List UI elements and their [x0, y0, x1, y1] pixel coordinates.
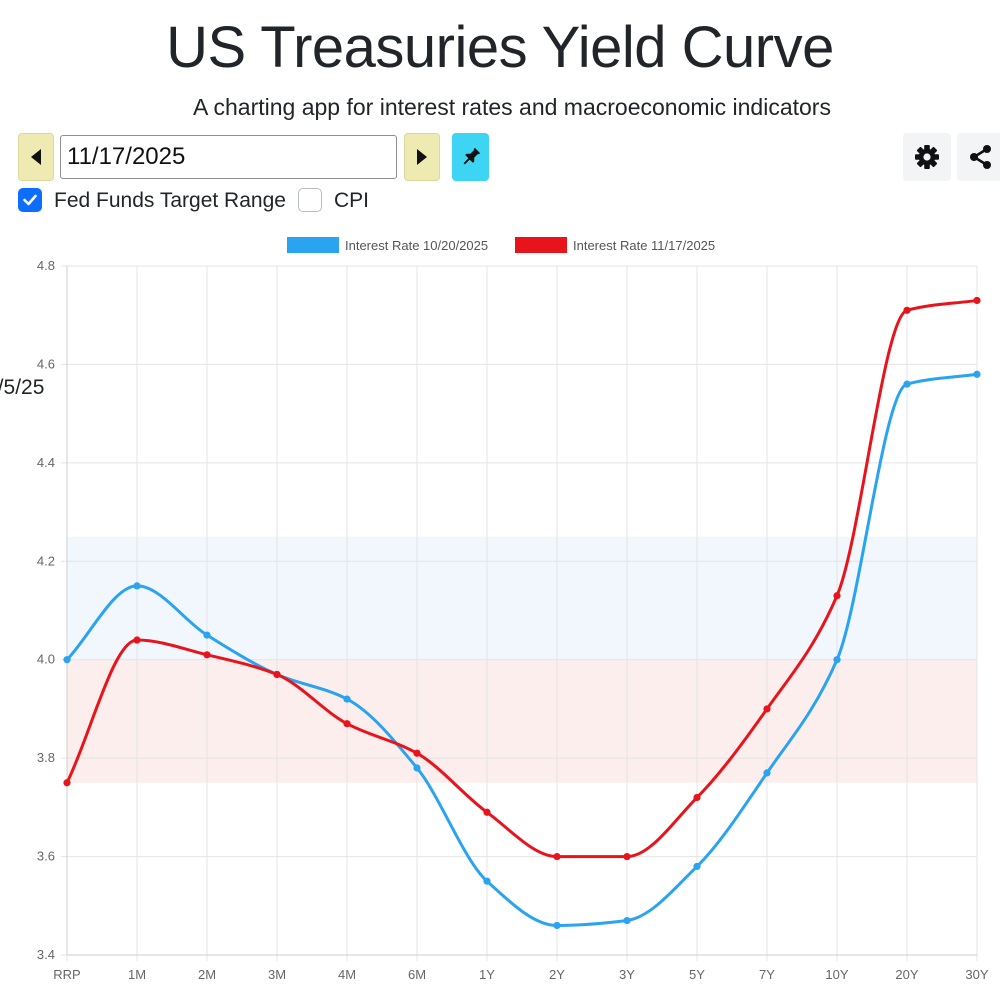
- data-point-series-2: [763, 705, 771, 713]
- y-tick-label: 4.2: [37, 553, 55, 568]
- data-point-series-2: [413, 749, 421, 757]
- data-point-series-2: [903, 306, 911, 314]
- data-point-series-2: [343, 720, 351, 728]
- page-subtitle: A charting app for interest rates and ma…: [193, 94, 831, 120]
- checkmark-icon: [23, 194, 37, 206]
- yield-curve-chart: 4.8 4.6 4.4 4.2 4.0 3.8 3.6 3.4 RRP 1M 2M 3M 4M 6M 1Y…: [37, 258, 989, 982]
- data-point-series-2: [833, 592, 841, 600]
- x-tick-label: RRP: [53, 967, 80, 982]
- data-point-series-1: [973, 370, 981, 378]
- data-point-series-2: [203, 651, 211, 659]
- data-point-series-2: [553, 852, 561, 861]
- pin-icon: [463, 147, 480, 165]
- data-point-series-1: [413, 764, 421, 772]
- fed-funds-checkbox[interactable]: [18, 188, 42, 212]
- fed-funds-label: Fed Funds Target Range: [54, 189, 286, 212]
- data-point-series-1: [693, 862, 701, 871]
- previous-date-button[interactable]: [18, 133, 54, 181]
- data-point-series-1: [903, 380, 911, 388]
- data-point-series-1: [63, 656, 71, 664]
- legend-item-series-1[interactable]: Interest Rate 10/20/2025: [287, 236, 488, 254]
- x-tick-label: 2Y: [549, 967, 565, 982]
- x-tick-label: 2M: [198, 967, 216, 982]
- x-tick-label: 3Y: [619, 967, 635, 982]
- legend-label: Interest Rate 10/20/2025: [345, 237, 489, 253]
- cpi-label: CPI: [334, 189, 370, 212]
- data-point-series-2: [273, 670, 281, 679]
- legend-item-series-2[interactable]: Interest Rate 11/17/2025: [515, 236, 715, 254]
- data-point-series-1: [763, 769, 771, 777]
- y-tick-label: 4.6: [37, 356, 55, 371]
- page-title: US Treasuries Yield Curve: [166, 15, 834, 80]
- y-tick-label: 3.6: [37, 849, 55, 864]
- data-point-series-2: [133, 636, 141, 644]
- date-input[interactable]: [60, 135, 397, 179]
- x-tick-label: 1Y: [479, 967, 495, 982]
- data-point-series-1: [553, 921, 561, 930]
- legend-swatch-red: [515, 237, 567, 253]
- data-point-series-1: [833, 656, 841, 664]
- gear-icon: [915, 145, 939, 169]
- data-point-series-2: [483, 808, 491, 816]
- share-button[interactable]: [957, 133, 1000, 181]
- y-tick-label: 3.8: [37, 750, 55, 765]
- x-tick-label: 10Y: [825, 967, 848, 982]
- data-point-series-1: [483, 877, 491, 885]
- x-tick-label: 1M: [128, 967, 146, 982]
- overlapping-date-label: 2/5/25: [0, 376, 45, 399]
- x-tick-label: 4M: [338, 967, 356, 982]
- y-tick-label: 4.8: [37, 258, 55, 273]
- fed-funds-band-1: [67, 536, 977, 660]
- legend-swatch-blue: [287, 237, 339, 253]
- share-icon: [970, 145, 991, 169]
- series-line-1: [65, 372, 978, 927]
- data-point-series-2: [973, 296, 981, 305]
- cpi-checkbox[interactable]: [298, 188, 322, 212]
- next-date-button[interactable]: [404, 133, 440, 181]
- data-point-series-1: [133, 582, 141, 590]
- y-tick-label: 4.0: [37, 652, 55, 667]
- x-tick-label: 20Y: [895, 967, 918, 982]
- data-point-series-2: [63, 779, 71, 787]
- data-point-series-2: [693, 793, 701, 802]
- x-tick-label: 30Y: [965, 967, 988, 982]
- caret-right-icon: [417, 149, 427, 165]
- data-point-series-2: [623, 852, 631, 861]
- x-tick-label: 6M: [408, 967, 426, 982]
- caret-left-icon: [31, 149, 41, 165]
- pin-date-button[interactable]: [452, 133, 489, 181]
- x-tick-label: 5Y: [689, 967, 705, 982]
- data-point-series-1: [203, 631, 211, 639]
- x-tick-label: 3M: [268, 967, 286, 982]
- settings-button[interactable]: [903, 133, 951, 181]
- fed-funds-band-2: [67, 659, 977, 783]
- data-point-series-1: [623, 916, 631, 925]
- y-tick-label: 4.4: [37, 455, 55, 470]
- legend-label: Interest Rate 11/17/2025: [573, 237, 716, 253]
- x-tick-label: 7Y: [759, 967, 775, 982]
- y-tick-label: 3.4: [37, 947, 55, 962]
- data-point-series-1: [343, 695, 351, 703]
